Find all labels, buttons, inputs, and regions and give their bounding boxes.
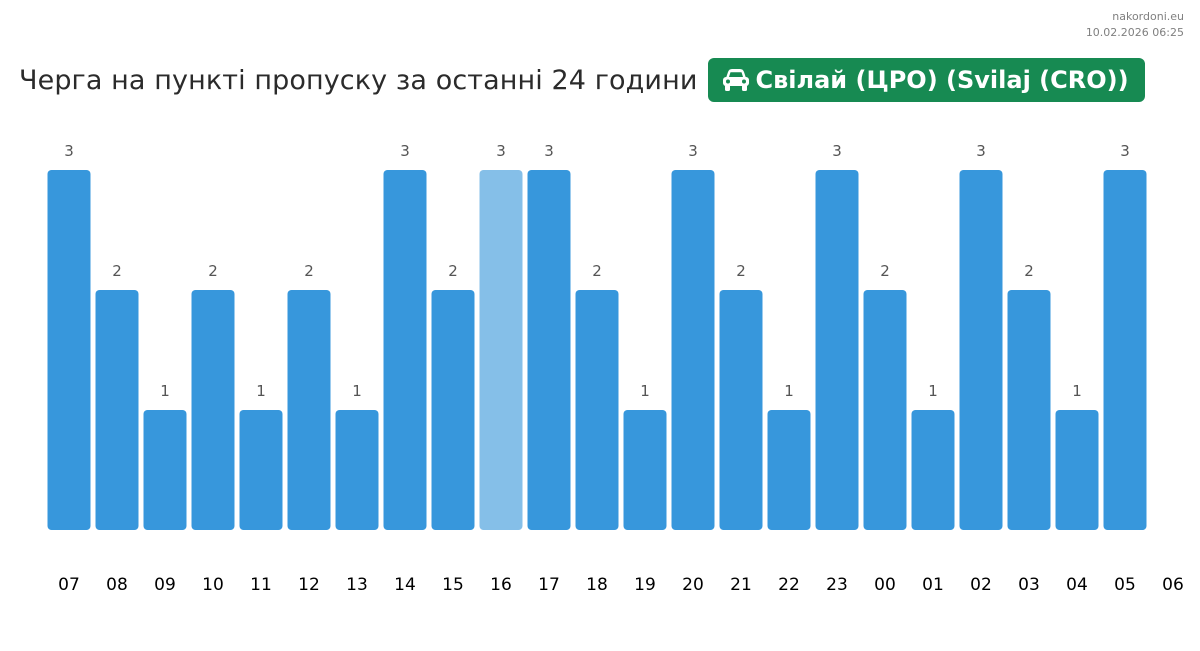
value-label-05: 3 [1120,142,1130,160]
timestamp: 10.02.2026 06:25 [1085,26,1184,39]
x-tick-01: 01 [922,575,944,595]
x-tick-19: 19 [634,575,656,595]
x-tick-15: 15 [442,575,464,595]
value-label-18: 2 [592,262,602,280]
x-tick-23: 23 [826,575,848,595]
bar-08 [95,290,139,530]
x-tick-21: 21 [730,575,752,595]
x-tick-10: 10 [202,575,224,595]
x-tick-17: 17 [538,575,560,595]
site-name: nakordoni.eu [1112,10,1184,23]
bar-11 [239,410,283,530]
bar-02 [959,170,1003,530]
bar-12 [287,290,331,530]
bar-21 [719,290,763,530]
bar-09 [143,410,187,530]
value-label-01: 1 [928,382,938,400]
bar-17 [527,170,571,530]
value-label-19: 1 [640,382,650,400]
x-tick-07: 07 [58,575,80,595]
value-label-07: 3 [64,142,74,160]
checkpoint-label: Свілай (ЦРО) (Svilaj (CRO)) [755,66,1129,94]
bar-23 [815,170,859,530]
site-info: nakordoni.eu 10.02.2026 06:25 [1086,9,1184,41]
chart-title: Черга на пункті пропуску за останні 24 г… [19,64,698,96]
bar-10 [191,290,235,530]
x-tick-04: 04 [1066,575,1088,595]
title-row: Черга на пункті пропуску за останні 24 г… [19,58,1145,102]
value-label-00: 2 [880,262,890,280]
value-label-03: 2 [1024,262,1034,280]
x-tick-09: 09 [154,575,176,595]
bar-22 [767,410,811,530]
value-label-14: 3 [400,142,410,160]
value-label-16: 3 [496,142,506,160]
x-tick-08: 08 [106,575,128,595]
bar-05 [1103,170,1147,530]
value-label-10: 2 [208,262,218,280]
bar-13 [335,410,379,530]
bar-18 [575,290,619,530]
value-label-04: 1 [1072,382,1082,400]
value-label-08: 2 [112,262,122,280]
x-tick-20: 20 [682,575,704,595]
x-tick-14: 14 [394,575,416,595]
x-tick-11: 11 [250,575,272,595]
value-label-02: 3 [976,142,986,160]
bar-01 [911,410,955,530]
value-label-13: 1 [352,382,362,400]
bar-19 [623,410,667,530]
value-label-09: 1 [160,382,170,400]
value-label-15: 2 [448,262,458,280]
x-tick-03: 03 [1018,575,1040,595]
value-label-22: 1 [784,382,794,400]
value-label-23: 3 [832,142,842,160]
x-tick-13: 13 [346,575,368,595]
bar-16 [479,170,523,530]
x-tick-16: 16 [490,575,512,595]
value-label-21: 2 [736,262,746,280]
bar-03 [1007,290,1051,530]
x-tick-06: 06 [1162,575,1184,595]
bar-00 [863,290,907,530]
value-label-17: 3 [544,142,554,160]
checkpoint-badge[interactable]: Свілай (ЦРО) (Svilaj (CRO)) [707,58,1145,102]
bar-14 [383,170,427,530]
x-tick-12: 12 [298,575,320,595]
value-label-20: 3 [688,142,698,160]
car-icon [722,68,750,92]
bar-04 [1055,410,1099,530]
x-tick-00: 00 [874,575,896,595]
bar-07 [47,170,91,530]
x-tick-05: 05 [1114,575,1136,595]
bar-15 [431,290,475,530]
value-label-12: 2 [304,262,314,280]
x-tick-18: 18 [586,575,608,595]
x-tick-02: 02 [970,575,992,595]
x-tick-22: 22 [778,575,800,595]
value-label-11: 1 [256,382,266,400]
bar-20 [671,170,715,530]
